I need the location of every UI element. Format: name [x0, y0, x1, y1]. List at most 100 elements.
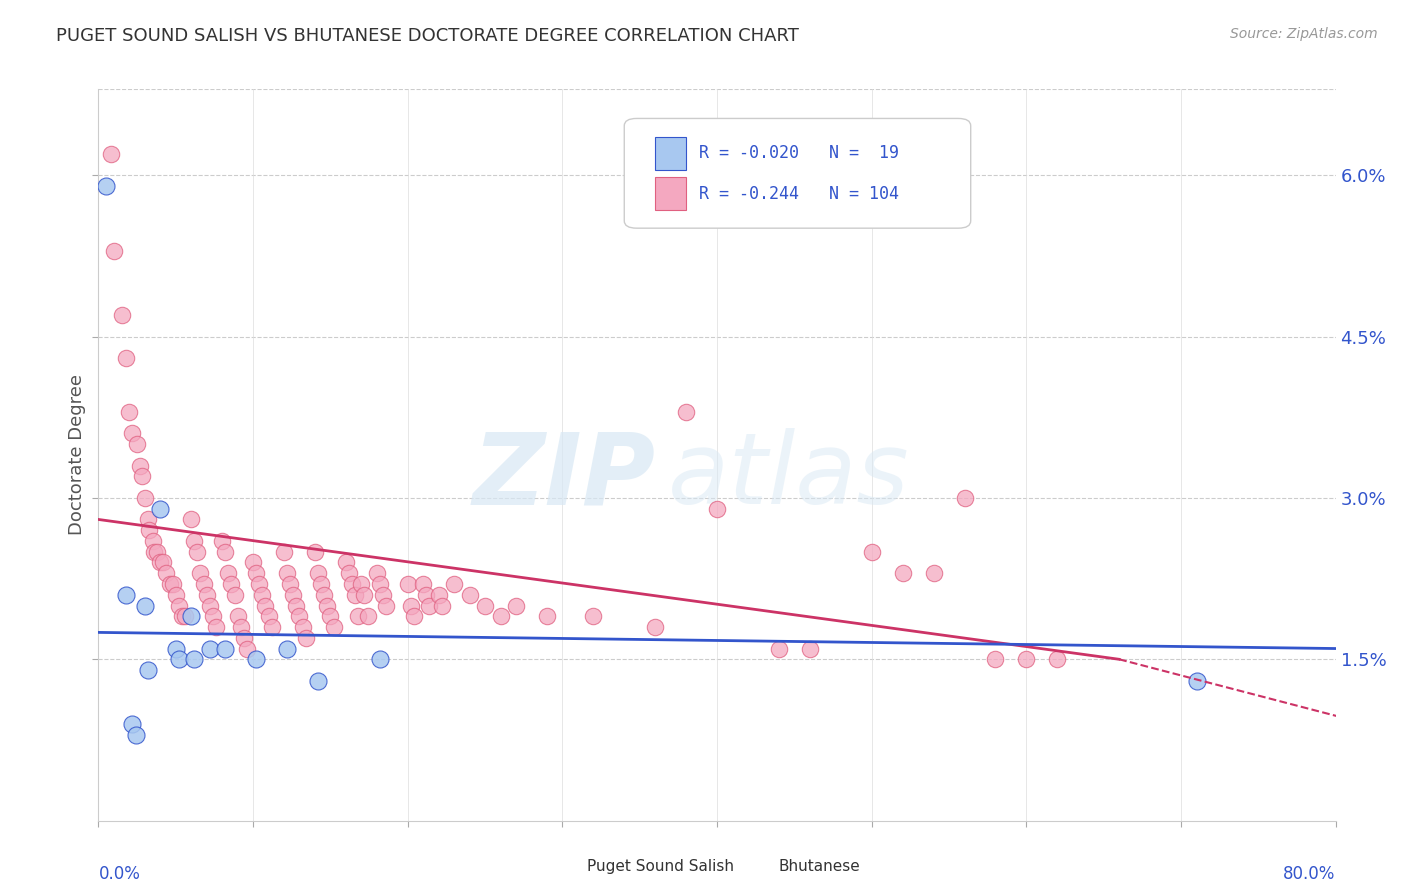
Point: [891, 566, 914, 581]
Point: [111, 308, 134, 322]
Point: [245, 652, 267, 666]
Point: [103, 244, 125, 258]
Point: [201, 609, 224, 624]
Point: [149, 501, 172, 516]
Point: [430, 599, 453, 613]
Point: [183, 652, 205, 666]
FancyBboxPatch shape: [655, 136, 686, 169]
Point: [180, 512, 202, 526]
Point: [344, 588, 367, 602]
Point: [706, 501, 728, 516]
Point: [214, 545, 236, 559]
Point: [356, 609, 378, 624]
Point: [159, 577, 181, 591]
Point: [136, 512, 159, 526]
Point: [124, 728, 146, 742]
Point: [278, 577, 301, 591]
Point: [860, 545, 883, 559]
Text: Bhutanese: Bhutanese: [779, 859, 860, 874]
FancyBboxPatch shape: [624, 119, 970, 228]
Text: Source: ZipAtlas.com: Source: ZipAtlas.com: [1230, 27, 1378, 41]
Point: [232, 631, 254, 645]
Point: [307, 566, 329, 581]
Point: [167, 652, 190, 666]
Point: [337, 566, 360, 581]
Point: [136, 663, 159, 677]
Point: [368, 577, 391, 591]
Point: [799, 641, 821, 656]
Point: [129, 458, 152, 473]
Point: [443, 577, 465, 591]
Point: [319, 609, 342, 624]
Point: [242, 556, 264, 570]
Text: atlas: atlas: [668, 428, 910, 525]
Point: [322, 620, 344, 634]
FancyBboxPatch shape: [748, 862, 770, 875]
Point: [371, 588, 394, 602]
Point: [174, 609, 197, 624]
Text: 80.0%: 80.0%: [1284, 864, 1336, 882]
Point: [162, 577, 184, 591]
Point: [229, 620, 252, 634]
Point: [276, 641, 298, 656]
Point: [127, 437, 149, 451]
Point: [138, 523, 160, 537]
Point: [115, 588, 138, 602]
Point: [100, 146, 122, 161]
Point: [375, 599, 398, 613]
Point: [276, 566, 298, 581]
Point: [134, 599, 156, 613]
Point: [121, 426, 143, 441]
Point: [582, 609, 605, 624]
Point: [953, 491, 976, 505]
Point: [335, 556, 357, 570]
Point: [226, 609, 249, 624]
Point: [291, 620, 314, 634]
Point: [152, 556, 174, 570]
Point: [257, 609, 280, 624]
Point: [307, 673, 329, 688]
Y-axis label: Doctorate Degree: Doctorate Degree: [67, 375, 86, 535]
Point: [131, 469, 153, 483]
Point: [195, 588, 218, 602]
Point: [273, 545, 295, 559]
Point: [283, 588, 305, 602]
Point: [350, 577, 373, 591]
Point: [260, 620, 283, 634]
Point: [644, 620, 666, 634]
Point: [134, 491, 156, 505]
Point: [214, 641, 236, 656]
Text: 0.0%: 0.0%: [98, 864, 141, 882]
Text: PUGET SOUND SALISH VS BHUTANESE DOCTORATE DEGREE CORRELATION CHART: PUGET SOUND SALISH VS BHUTANESE DOCTORAT…: [56, 27, 799, 45]
Text: ZIP: ZIP: [472, 428, 655, 525]
Point: [115, 351, 138, 365]
Point: [118, 405, 141, 419]
Point: [198, 641, 221, 656]
Point: [183, 533, 205, 548]
Point: [309, 577, 332, 591]
Point: [1046, 652, 1069, 666]
Point: [1015, 652, 1038, 666]
FancyBboxPatch shape: [655, 177, 686, 210]
Point: [294, 631, 316, 645]
Point: [415, 588, 437, 602]
Point: [186, 545, 208, 559]
Point: [347, 609, 370, 624]
Point: [675, 405, 697, 419]
Point: [366, 566, 388, 581]
Point: [180, 609, 202, 624]
Point: [314, 588, 336, 602]
Point: [340, 577, 363, 591]
Point: [143, 545, 166, 559]
Point: [217, 566, 239, 581]
Text: Puget Sound Salish: Puget Sound Salish: [588, 859, 734, 874]
Point: [1185, 673, 1208, 688]
Point: [288, 609, 311, 624]
Point: [285, 599, 308, 613]
Point: [236, 641, 259, 656]
Text: R = -0.244   N = 104: R = -0.244 N = 104: [699, 185, 898, 202]
Point: [96, 179, 118, 194]
Point: [211, 533, 233, 548]
Point: [190, 566, 212, 581]
Point: [149, 556, 172, 570]
